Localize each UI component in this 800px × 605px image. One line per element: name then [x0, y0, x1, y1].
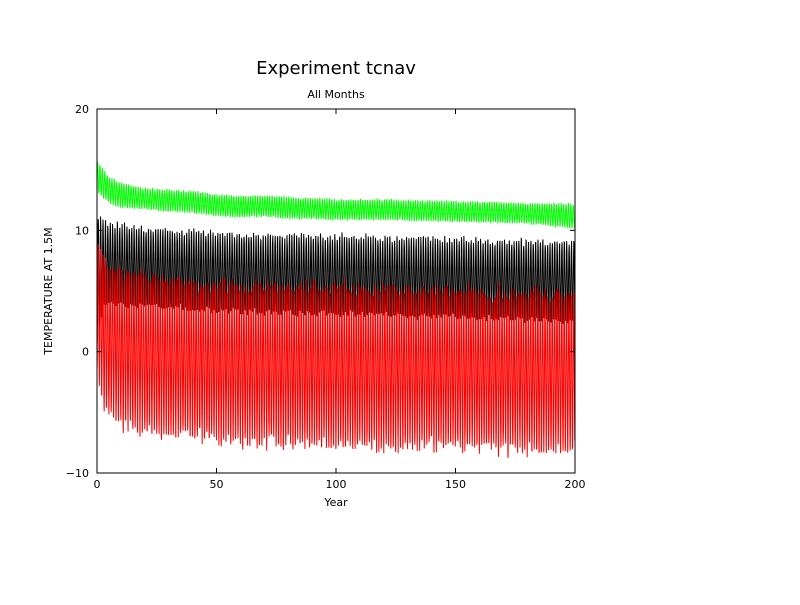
x-tick-label-1: 50 — [210, 478, 224, 491]
x-tick-label-3: 150 — [445, 478, 466, 491]
series-line-2 — [97, 243, 575, 458]
chart-title: Experiment tcnav — [256, 58, 416, 79]
x-tick-label-2: 100 — [326, 478, 347, 491]
ticks-layer: 0 50 100 150 200 −10 0 10 20 — [66, 103, 586, 491]
y-tick-label-0: −10 — [66, 467, 89, 480]
x-axis-label: Year — [323, 496, 348, 509]
y-tick-label-3: 20 — [75, 103, 89, 116]
y-tick-label-2: 10 — [75, 224, 89, 237]
y-tick-label-1: 0 — [82, 346, 89, 359]
series-line-0 — [97, 162, 575, 230]
series-layer — [97, 162, 575, 458]
x-tick-label-0: 0 — [94, 478, 101, 491]
chart-subtitle: All Months — [307, 88, 365, 101]
x-tick-label-4: 200 — [565, 478, 586, 491]
series-line-1 — [97, 216, 575, 345]
y-axis-label: TEMPERATURE AT 1.5M — [42, 227, 55, 355]
